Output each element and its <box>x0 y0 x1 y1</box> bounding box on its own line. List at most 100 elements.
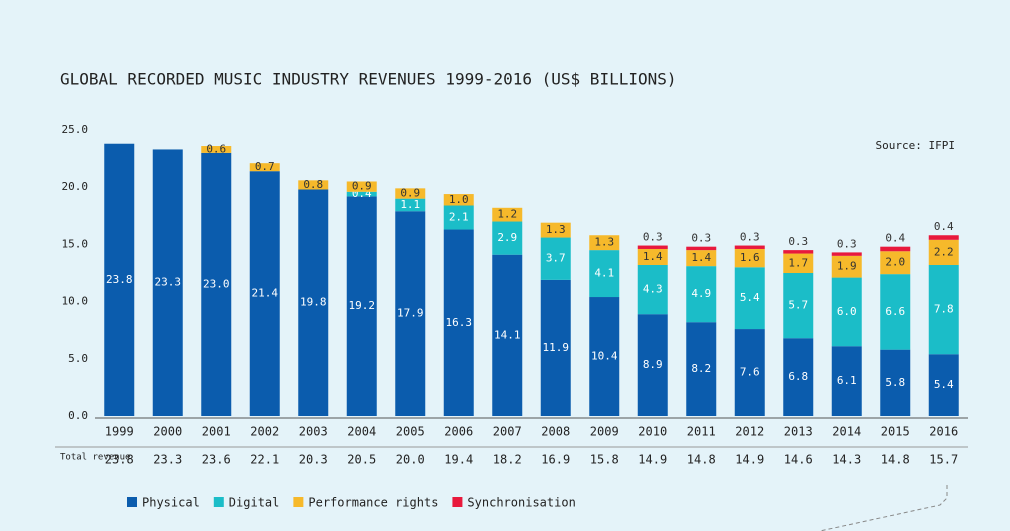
bar-segment <box>298 189 329 416</box>
decor-line <box>819 485 948 531</box>
bar-segment <box>783 250 814 254</box>
value-label: 10.4 <box>591 350 618 363</box>
x-tick-label: 2016 <box>929 425 958 439</box>
value-label: 23.8 <box>106 273 133 286</box>
bar-segment <box>540 237 571 280</box>
x-tick-label: 2002 <box>250 425 279 439</box>
total-value: 23.3 <box>153 453 182 467</box>
value-label: 14.1 <box>494 328 521 341</box>
bar-segment <box>928 239 959 265</box>
value-label: 4.3 <box>643 283 663 296</box>
bar-segment <box>443 229 474 416</box>
total-value: 14.9 <box>638 453 667 467</box>
x-tick-label: 2008 <box>541 425 570 439</box>
value-label: 5.4 <box>740 291 760 304</box>
bar-segment <box>201 146 232 153</box>
value-label: 4.1 <box>594 267 614 280</box>
x-tick-label: 2009 <box>590 425 619 439</box>
bar-segment <box>686 266 717 323</box>
total-value: 23.6 <box>202 453 231 467</box>
value-label: 16.3 <box>446 316 473 329</box>
x-tick-label: 2011 <box>687 425 716 439</box>
bar-segment <box>395 188 426 199</box>
bar-segment <box>783 273 814 339</box>
value-label: 8.2 <box>691 362 711 375</box>
total-value: 14.3 <box>832 453 861 467</box>
total-value: 14.8 <box>881 453 910 467</box>
value-label: 19.2 <box>349 299 376 312</box>
bar-segment <box>734 267 765 330</box>
bar-segment <box>492 254 523 416</box>
value-label: 3.7 <box>546 252 566 265</box>
x-tick-label: 2004 <box>347 425 376 439</box>
x-tick-label: 2010 <box>638 425 667 439</box>
bar-segment <box>589 250 620 298</box>
x-tick-label: 2013 <box>784 425 813 439</box>
y-tick-label: 15.0 <box>62 237 89 250</box>
chart-title: GLOBAL RECORDED MUSIC INDUSTRY REVENUES … <box>60 70 677 89</box>
legend-label: Physical <box>142 496 200 510</box>
bar-segment <box>540 222 571 238</box>
y-tick-label: 10.0 <box>62 295 89 308</box>
total-value: 20.0 <box>396 453 425 467</box>
value-label: 2.1 <box>449 211 469 224</box>
value-label: 0.3 <box>691 232 711 245</box>
value-label: 6.8 <box>788 370 808 383</box>
bar-segment <box>492 207 523 222</box>
x-tick-label: 2005 <box>396 425 425 439</box>
total-value: 18.2 <box>493 453 522 467</box>
bar-segment <box>734 248 765 268</box>
value-label: 6.6 <box>885 305 905 318</box>
value-label: 5.8 <box>885 376 905 389</box>
bar-segment <box>249 171 280 416</box>
legend-swatch <box>452 497 463 507</box>
source: Source: IFPI <box>876 139 955 152</box>
value-label: 0.9 <box>352 180 372 193</box>
total-value: 22.1 <box>250 453 279 467</box>
bar-segment <box>928 264 959 355</box>
bar-segment <box>298 180 329 190</box>
value-label: 5.7 <box>788 299 808 312</box>
value-label: 0.4 <box>934 220 954 233</box>
bar-segment <box>928 354 959 416</box>
bar-segment <box>686 250 717 267</box>
value-label: 1.4 <box>643 250 663 263</box>
bar-segment <box>443 194 474 206</box>
legend-label: Performance rights <box>308 496 438 510</box>
value-label: 1.2 <box>497 208 517 221</box>
value-label: 17.9 <box>397 307 424 320</box>
bar-segment <box>637 264 668 315</box>
bar-segment <box>443 205 474 230</box>
bar-segment <box>152 149 183 416</box>
bar-segment <box>201 152 232 416</box>
value-label: 6.1 <box>837 374 857 387</box>
value-label: 23.3 <box>155 276 182 289</box>
x-tick-label: 2003 <box>299 425 328 439</box>
value-label: 2.2 <box>934 245 954 258</box>
x-tick-label: 2015 <box>881 425 910 439</box>
x-tick-label: 2006 <box>444 425 473 439</box>
value-label: 5.4 <box>934 378 954 391</box>
total-value: 16.9 <box>541 453 570 467</box>
bar-segment <box>880 246 911 252</box>
bar-segment <box>637 314 668 416</box>
bar-segment <box>880 251 911 275</box>
value-label: 1.7 <box>788 256 808 269</box>
bar-segment <box>589 297 620 416</box>
value-label: 0.8 <box>303 178 323 191</box>
x-tick-label: 2014 <box>832 425 861 439</box>
value-label: 0.3 <box>837 237 857 250</box>
bar-segment <box>831 277 862 347</box>
bar-segment <box>783 338 814 416</box>
bar-segment <box>637 248 668 265</box>
bar-segment <box>783 253 814 273</box>
bar-segment <box>831 255 862 278</box>
y-tick-label: 5.0 <box>68 352 88 365</box>
value-label: 11.9 <box>543 341 570 354</box>
value-label: 0.3 <box>740 231 760 244</box>
value-label: 2.9 <box>497 231 517 244</box>
value-label: 0.3 <box>643 231 663 244</box>
value-label: 1.0 <box>449 193 469 206</box>
total-value: 15.7 <box>929 453 958 467</box>
